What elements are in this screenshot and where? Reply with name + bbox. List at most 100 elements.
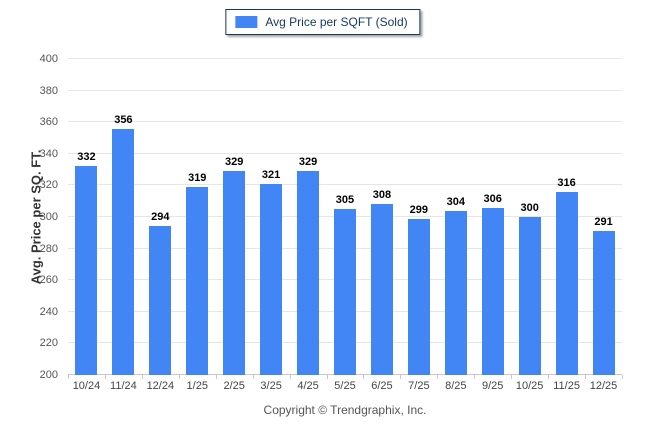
- bar-value-label: 321: [261, 168, 281, 181]
- bar-value-label: 304: [446, 195, 465, 208]
- x-tick-label: 10/25: [515, 380, 544, 392]
- bar-slot: 332: [68, 59, 105, 375]
- legend-label: Avg Price per SQFT (Sold): [265, 15, 408, 29]
- legend: Avg Price per SQFT (Sold): [225, 9, 421, 35]
- bar: [75, 166, 98, 375]
- x-axis-tick: [437, 375, 439, 379]
- x-axis-tick: [585, 375, 587, 379]
- bar: [444, 210, 467, 375]
- bar-slot: 300: [511, 59, 548, 375]
- bar: [297, 171, 320, 375]
- bar: [555, 191, 578, 375]
- bar-slot: 294: [142, 59, 179, 375]
- y-tick-label: 360: [39, 116, 58, 129]
- bar-value-label: 332: [77, 151, 96, 164]
- bar: [592, 231, 615, 375]
- x-tick-label: 9/25: [482, 380, 504, 392]
- bar-slot: 329: [290, 59, 327, 375]
- bar-slot: 316: [548, 59, 585, 375]
- y-tick-label: 220: [39, 337, 58, 350]
- x-tick-label: 12/24: [146, 380, 175, 392]
- bar-value-label: 299: [409, 203, 429, 216]
- x-axis-tick: [215, 375, 217, 379]
- bar-value-label: 308: [372, 189, 392, 202]
- y-tick-label: 200: [39, 369, 58, 381]
- x-axis-tick: [326, 375, 328, 379]
- x-axis-tick: [252, 375, 254, 379]
- bar-slot: 306: [474, 59, 511, 375]
- bar: [407, 218, 430, 375]
- bar-value-label: 319: [188, 171, 207, 184]
- bar-value-label: 329: [224, 156, 244, 169]
- x-tick-label: 2/25: [223, 380, 245, 392]
- x-tick-label: 7/25: [408, 380, 430, 392]
- bar: [112, 128, 135, 375]
- y-tick-label: 300: [39, 211, 58, 223]
- bar-value-label: 316: [557, 176, 576, 189]
- x-axis-tick: [68, 375, 69, 379]
- y-tick-label: 260: [39, 274, 58, 287]
- gridline: [68, 58, 622, 59]
- bar-slot: 329: [216, 59, 253, 375]
- plot-area: 332 356 294 319 329 321 329 305 308 299 304 306 300 3…: [68, 58, 623, 379]
- gridline: [68, 184, 622, 186]
- x-axis-tick: [178, 375, 180, 379]
- y-tick-label: 240: [39, 305, 58, 318]
- bar: [333, 209, 356, 375]
- bar: [370, 204, 393, 375]
- bar-slot: 319: [179, 59, 216, 375]
- x-tick-label: 11/25: [553, 380, 580, 392]
- x-tick-label: 1/25: [186, 380, 208, 392]
- y-tick-label: 400: [39, 53, 58, 65]
- bar-value-label: 329: [298, 156, 318, 169]
- bar-value-label: 356: [114, 113, 133, 126]
- bar: [260, 183, 283, 375]
- legend-swatch: [235, 16, 258, 28]
- x-tick-label: 5/25: [334, 380, 356, 392]
- bar-slot: 356: [105, 59, 142, 375]
- gridline: [68, 152, 622, 154]
- bar-slot: 291: [585, 59, 622, 375]
- y-tick-label: 280: [39, 242, 58, 255]
- bar: [149, 226, 172, 375]
- x-axis-tick: [474, 375, 476, 379]
- x-axis-tick: [141, 375, 143, 379]
- copyright-text: Copyright © Trendgraphix, Inc.: [263, 403, 427, 417]
- bar-value-label: 300: [520, 202, 539, 214]
- x-tick-label: 8/25: [445, 380, 467, 392]
- gridline: [68, 89, 622, 91]
- y-tick-label: 320: [39, 179, 58, 192]
- y-axis-tick-labels: 200 220 240 260 280 300 320 340 360 380 400: [0, 53, 62, 381]
- bar-value-label: 306: [483, 192, 502, 205]
- x-axis-tick: [622, 375, 623, 379]
- x-axis-tick: [289, 375, 291, 379]
- x-tick-label: 12/25: [589, 380, 618, 392]
- y-tick-label: 340: [39, 147, 58, 160]
- x-tick-label: 10/24: [72, 380, 101, 392]
- x-tick-label: 11/24: [110, 380, 137, 392]
- bar-slot: 299: [400, 59, 437, 375]
- bar-slot: 304: [437, 59, 474, 375]
- x-tick-label: 3/25: [260, 380, 282, 392]
- bar: [518, 217, 541, 375]
- gridline: [68, 121, 622, 123]
- bar: [481, 207, 504, 375]
- bar: [223, 171, 246, 375]
- bar-slot: 321: [253, 59, 290, 375]
- bar-value-label: 291: [594, 216, 613, 229]
- bar-value-label: 294: [151, 211, 170, 224]
- x-tick-label: 4/25: [297, 380, 319, 392]
- x-axis-tick: [400, 375, 402, 379]
- bar-slot: 305: [327, 59, 364, 375]
- x-tick-label: 6/25: [371, 380, 393, 392]
- y-tick-label: 380: [39, 84, 58, 97]
- x-axis-tick: [548, 375, 550, 379]
- x-axis-labels: 10/24 11/24 12/24 1/25 2/25 3/25 4/25 5/25 6/25 7…: [68, 380, 622, 394]
- bar: [186, 186, 209, 375]
- x-axis-tick: [511, 375, 513, 379]
- x-axis-tick: [363, 375, 365, 379]
- bar-slot: 308: [363, 59, 400, 375]
- x-axis-tick: [104, 375, 106, 379]
- bar-value-label: 305: [335, 194, 355, 207]
